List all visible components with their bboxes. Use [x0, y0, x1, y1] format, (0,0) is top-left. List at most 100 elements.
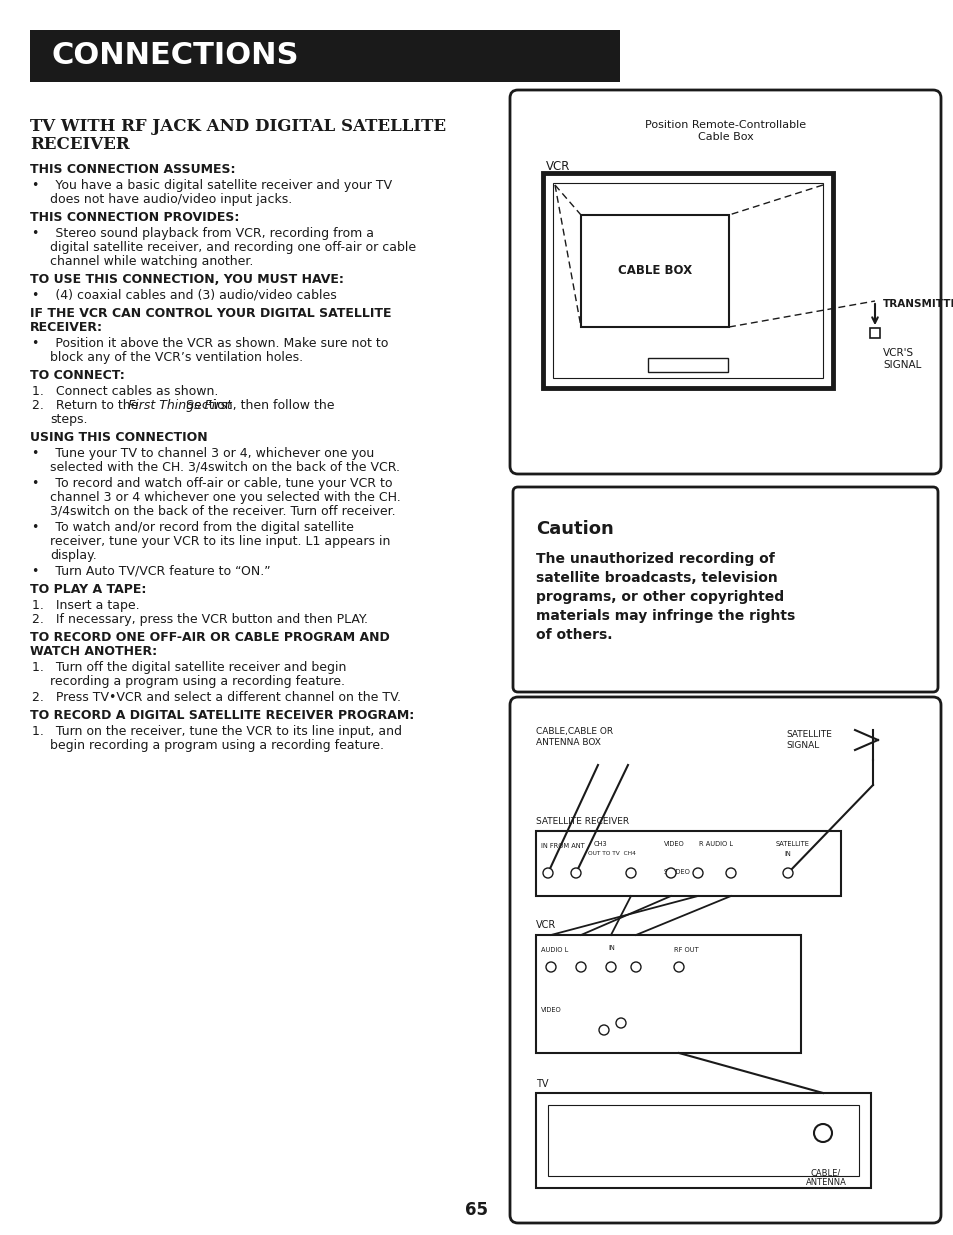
Text: TRANSMITTER: TRANSMITTER [882, 299, 953, 309]
Text: SATELLITE RECEIVER: SATELLITE RECEIVER [536, 818, 628, 826]
Text: OUT TO TV  CH4: OUT TO TV CH4 [587, 851, 636, 856]
FancyBboxPatch shape [510, 697, 940, 1223]
Circle shape [598, 1025, 608, 1035]
Circle shape [813, 1124, 831, 1142]
Bar [536, 935, 801, 1053]
Text: CABLE BOX: CABLE BOX [618, 264, 691, 278]
Text: 3/4switch on the back of the receiver. Turn off receiver.: 3/4switch on the back of the receiver. T… [50, 505, 395, 517]
Text: channel 3 or 4 whichever one you selected with the CH.: channel 3 or 4 whichever one you selecte… [50, 492, 400, 504]
Text: TV: TV [536, 1079, 548, 1089]
Text: First Things First: First Things First [128, 399, 232, 412]
Circle shape [542, 868, 553, 878]
Text: VIDEO: VIDEO [663, 841, 684, 847]
Text: CH3: CH3 [594, 841, 607, 847]
Circle shape [673, 962, 683, 972]
Text: channel while watching another.: channel while watching another. [50, 254, 253, 268]
Bar [647, 358, 727, 372]
Circle shape [571, 868, 580, 878]
Text: •    Turn Auto TV/VCR feature to “ON.”: • Turn Auto TV/VCR feature to “ON.” [32, 564, 271, 578]
Text: 2.   If necessary, press the VCR button and then PLAY.: 2. If necessary, press the VCR button an… [32, 613, 368, 626]
Text: IN: IN [783, 851, 790, 857]
Text: IN FROM ANT: IN FROM ANT [540, 844, 584, 848]
Text: CONNECTIONS: CONNECTIONS [52, 42, 299, 70]
Text: Section, then follow the: Section, then follow the [182, 399, 335, 412]
Circle shape [576, 962, 585, 972]
Bar [869, 329, 879, 338]
Bar [542, 173, 832, 388]
Bar [580, 215, 728, 327]
Text: does not have audio/video input jacks.: does not have audio/video input jacks. [50, 193, 292, 206]
Text: VCR: VCR [536, 920, 556, 930]
Circle shape [605, 962, 616, 972]
Text: SATELLITE: SATELLITE [785, 730, 831, 739]
Text: CABLE,CABLE OR: CABLE,CABLE OR [536, 727, 613, 736]
Text: programs, or other copyrighted: programs, or other copyrighted [536, 590, 783, 604]
Text: TV WITH RF JACK AND DIGITAL SATELLITE: TV WITH RF JACK AND DIGITAL SATELLITE [30, 119, 446, 135]
Text: display.: display. [50, 550, 96, 562]
Text: AUDIO L: AUDIO L [540, 947, 568, 953]
Text: The unauthorized recording of: The unauthorized recording of [536, 552, 774, 566]
Bar [553, 183, 822, 378]
Text: RECEIVER: RECEIVER [30, 136, 130, 153]
Text: •    To watch and/or record from the digital satellite: • To watch and/or record from the digita… [32, 521, 354, 534]
Text: RF OUT: RF OUT [673, 947, 698, 953]
Text: block any of the VCR’s ventilation holes.: block any of the VCR’s ventilation holes… [50, 351, 303, 364]
Text: Caution: Caution [536, 520, 613, 538]
Circle shape [616, 1018, 625, 1028]
Bar [536, 1093, 870, 1188]
FancyBboxPatch shape [510, 90, 940, 474]
Circle shape [545, 962, 556, 972]
Text: 1.   Insert a tape.: 1. Insert a tape. [32, 599, 139, 613]
Text: IF THE VCR CAN CONTROL YOUR DIGITAL SATELLITE: IF THE VCR CAN CONTROL YOUR DIGITAL SATE… [30, 308, 391, 320]
Text: CABLE/
ANTENNA: CABLE/ ANTENNA [804, 1168, 845, 1187]
Text: TO RECORD ONE OFF-AIR OR CABLE PROGRAM AND: TO RECORD ONE OFF-AIR OR CABLE PROGRAM A… [30, 631, 390, 643]
Text: receiver, tune your VCR to its line input. L1 appears in: receiver, tune your VCR to its line inpu… [50, 535, 390, 548]
Text: 65: 65 [465, 1200, 488, 1219]
Bar [30, 30, 619, 82]
Text: IN: IN [607, 945, 614, 951]
FancyBboxPatch shape [513, 487, 937, 692]
Text: RECEIVER:: RECEIVER: [30, 321, 103, 333]
Text: steps.: steps. [50, 412, 88, 426]
Circle shape [630, 962, 640, 972]
Text: •    Position it above the VCR as shown. Make sure not to: • Position it above the VCR as shown. Ma… [32, 337, 388, 350]
Text: digital satellite receiver, and recording one off-air or cable: digital satellite receiver, and recordin… [50, 241, 416, 254]
Circle shape [665, 868, 676, 878]
Text: 1.   Turn off the digital satellite receiver and begin: 1. Turn off the digital satellite receiv… [32, 661, 346, 674]
Text: satellite broadcasts, television: satellite broadcasts, television [536, 571, 777, 585]
Text: SIGNAL: SIGNAL [785, 741, 819, 750]
Text: VIDEO: VIDEO [540, 1007, 561, 1013]
Bar [536, 831, 841, 897]
Text: TO RECORD A DIGITAL SATELLITE RECEIVER PROGRAM:: TO RECORD A DIGITAL SATELLITE RECEIVER P… [30, 709, 414, 722]
Text: ANTENNA BOX: ANTENNA BOX [536, 739, 600, 747]
Text: THIS CONNECTION PROVIDES:: THIS CONNECTION PROVIDES: [30, 211, 239, 224]
Text: WATCH ANOTHER:: WATCH ANOTHER: [30, 645, 157, 658]
Circle shape [692, 868, 702, 878]
Text: Cable Box: Cable Box [697, 132, 753, 142]
Text: recording a program using a recording feature.: recording a program using a recording fe… [50, 676, 345, 688]
Text: 2.   Press TV•VCR and select a different channel on the TV.: 2. Press TV•VCR and select a different c… [32, 692, 400, 704]
Text: VCR'S
SIGNAL: VCR'S SIGNAL [882, 348, 921, 369]
Text: •    To record and watch off-air or cable, tune your VCR to: • To record and watch off-air or cable, … [32, 477, 392, 490]
Text: TO USE THIS CONNECTION, YOU MUST HAVE:: TO USE THIS CONNECTION, YOU MUST HAVE: [30, 273, 343, 287]
Bar [547, 1105, 858, 1176]
Text: •    Stereo sound playback from VCR, recording from a: • Stereo sound playback from VCR, record… [32, 227, 374, 240]
Text: S-VIDEO: S-VIDEO [663, 869, 690, 876]
Circle shape [725, 868, 735, 878]
Text: SATELLITE: SATELLITE [775, 841, 809, 847]
Text: 1.   Connect cables as shown.: 1. Connect cables as shown. [32, 385, 218, 398]
Circle shape [782, 868, 792, 878]
Text: Position Remote-Controllable: Position Remote-Controllable [644, 120, 805, 130]
Text: begin recording a program using a recording feature.: begin recording a program using a record… [50, 739, 384, 752]
Text: VCR: VCR [545, 161, 570, 173]
Text: R AUDIO L: R AUDIO L [699, 841, 732, 847]
Text: •    You have a basic digital satellite receiver and your TV: • You have a basic digital satellite rec… [32, 179, 392, 191]
Text: of others.: of others. [536, 629, 612, 642]
Text: THIS CONNECTION ASSUMES:: THIS CONNECTION ASSUMES: [30, 163, 235, 177]
Circle shape [625, 868, 636, 878]
Text: 1.   Turn on the receiver, tune the VCR to its line input, and: 1. Turn on the receiver, tune the VCR to… [32, 725, 401, 739]
Text: 2.   Return to the: 2. Return to the [32, 399, 142, 412]
Text: materials may infringe the rights: materials may infringe the rights [536, 609, 795, 622]
Text: TO PLAY A TAPE:: TO PLAY A TAPE: [30, 583, 146, 597]
Text: selected with the CH. 3/4switch on the back of the VCR.: selected with the CH. 3/4switch on the b… [50, 461, 399, 474]
